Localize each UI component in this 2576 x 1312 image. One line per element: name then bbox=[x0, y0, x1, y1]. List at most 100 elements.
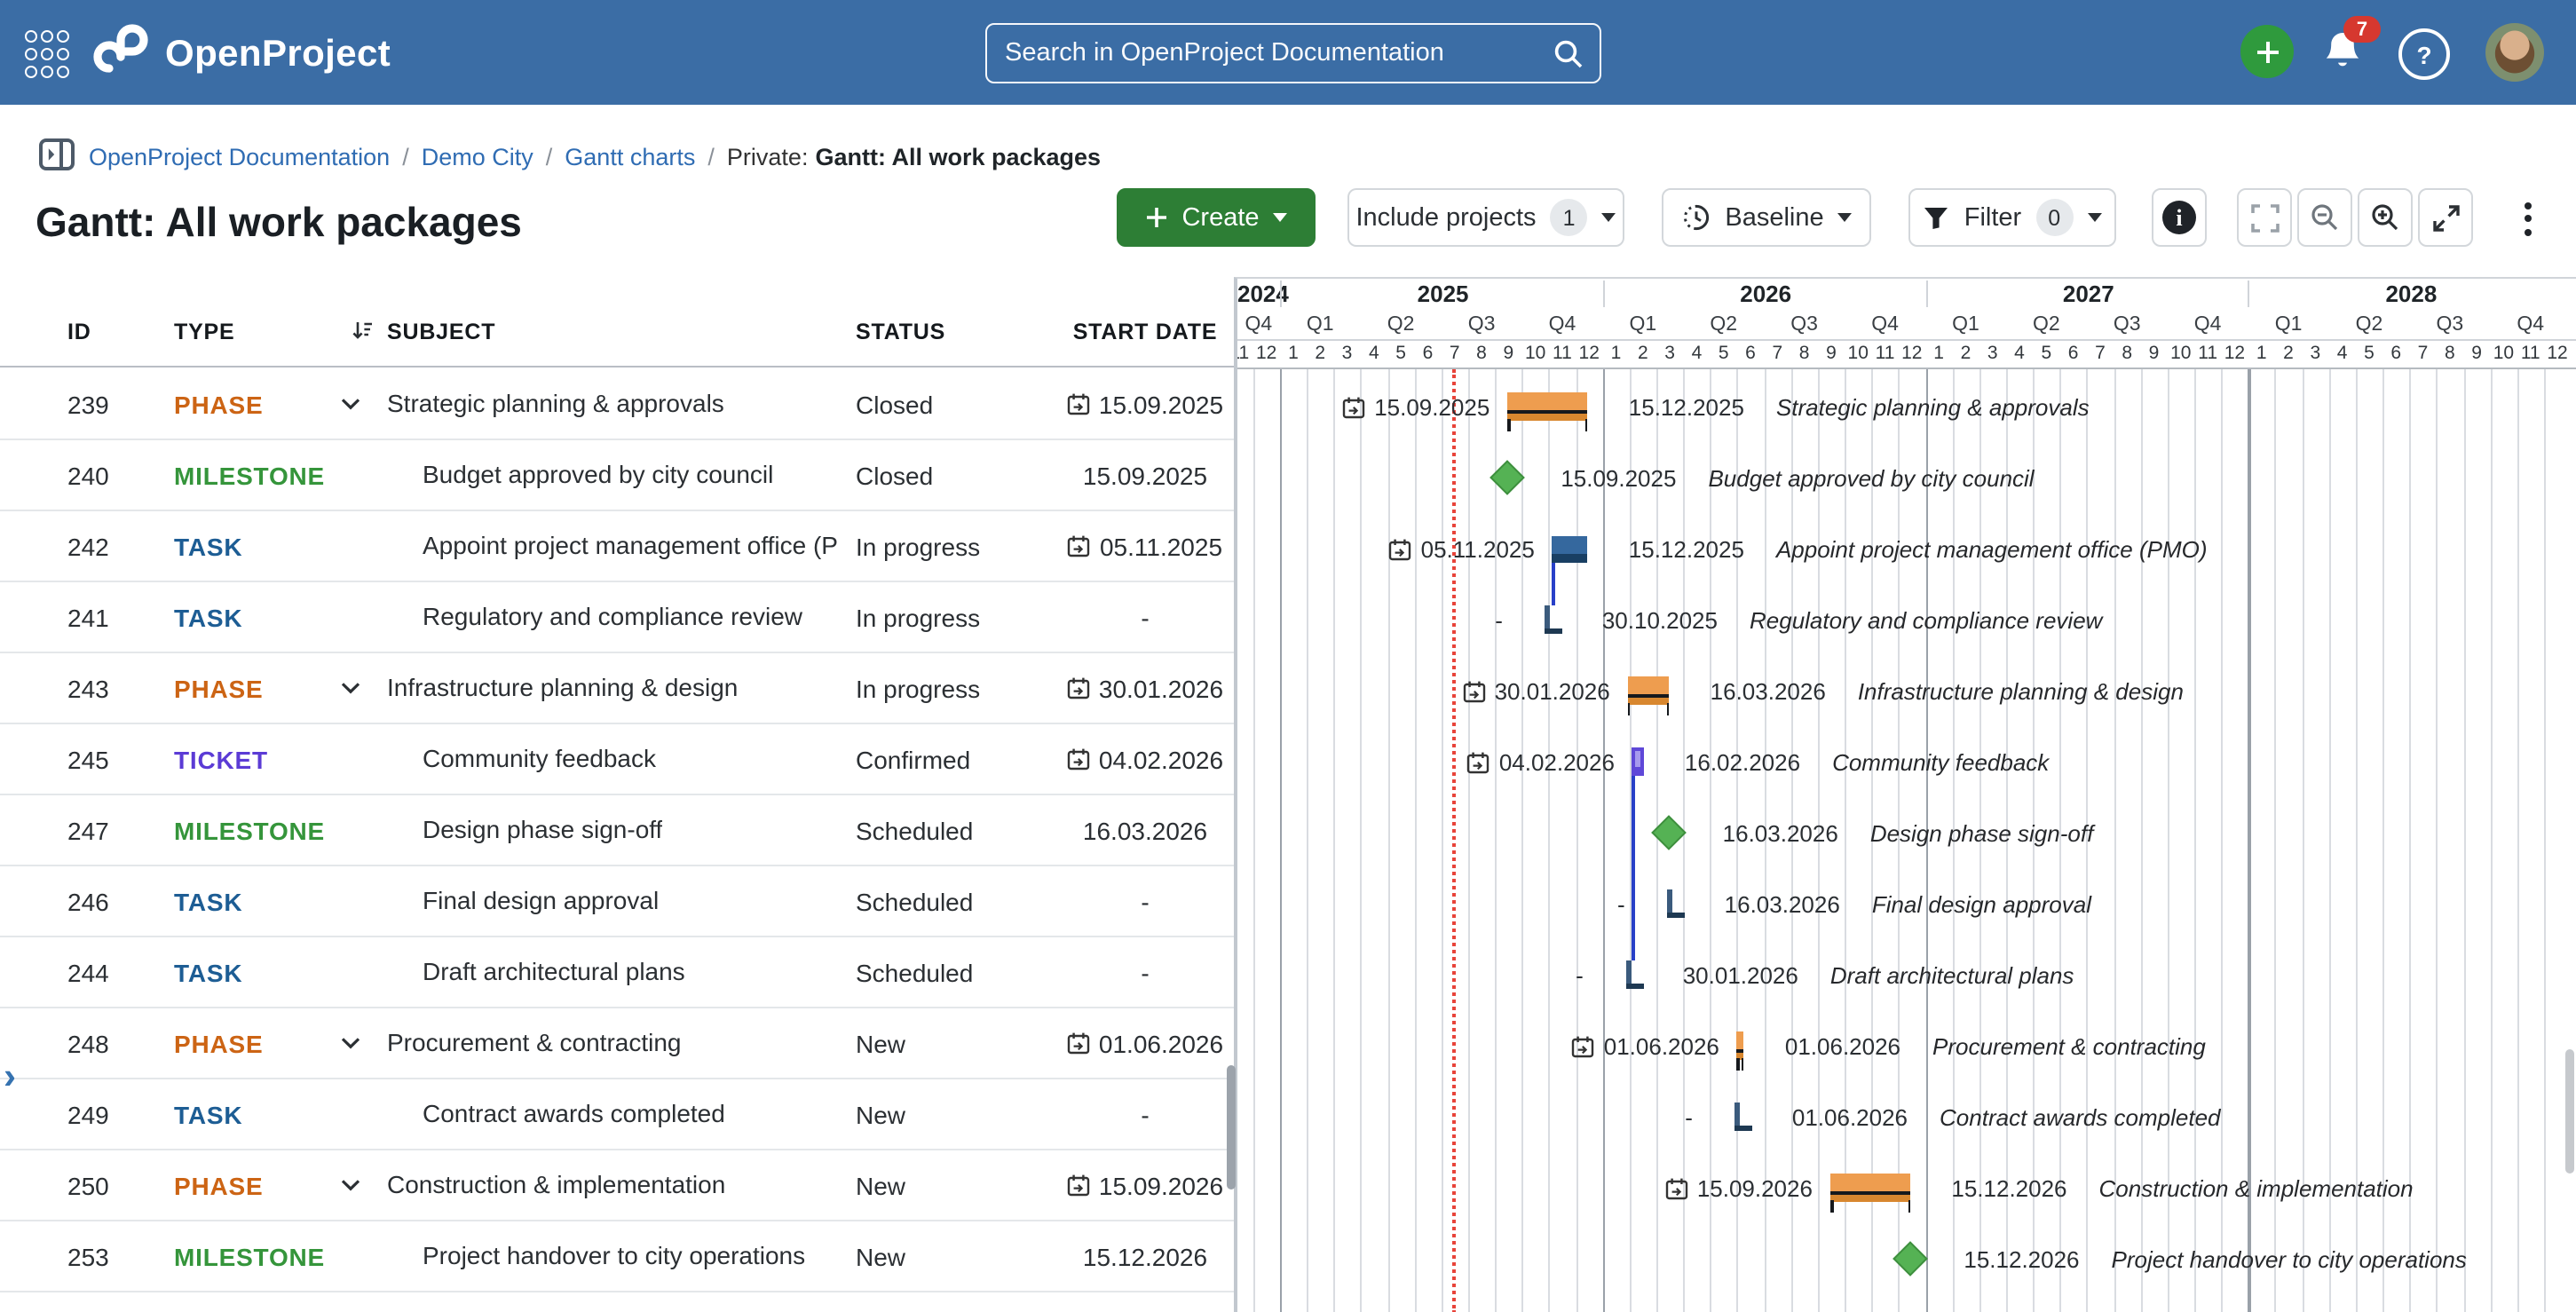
gantt-bar-task[interactable] bbox=[1552, 536, 1588, 563]
sidebar-toggle-icon[interactable] bbox=[39, 138, 75, 170]
breadcrumb-separator: / bbox=[402, 143, 409, 170]
table-row[interactable]: 247 MILESTONE Design phase sign-off Schedul… bbox=[0, 795, 1234, 866]
gantt-label-right: 01.06.2026 Procurement & contracting bbox=[1785, 1010, 2206, 1081]
table-row[interactable]: 249 TASK Contract awards completed New - bbox=[0, 1079, 1234, 1150]
create-button-label: Create bbox=[1181, 203, 1260, 232]
gridline-month bbox=[2355, 369, 2358, 1312]
gridline-month bbox=[2221, 369, 2224, 1312]
gantt-end-clamp[interactable] bbox=[1625, 960, 1644, 989]
work-package-id-link[interactable]: 244 bbox=[67, 958, 109, 986]
table-row[interactable]: 250 PHASE Construction & implementation New… bbox=[0, 1150, 1234, 1221]
calendar-icon bbox=[1067, 1031, 1090, 1055]
gantt-subject-text: Community feedback bbox=[1832, 748, 2050, 775]
column-header-start-date[interactable]: START DATE bbox=[1072, 320, 1218, 344]
openproject-logo[interactable]: OpenProject bbox=[92, 23, 391, 85]
gantt-bar-phase[interactable] bbox=[1507, 392, 1588, 431]
work-package-start-date: 15.09.2025 bbox=[1040, 369, 1234, 439]
work-package-id-link[interactable]: 247 bbox=[67, 816, 109, 844]
work-package-id-link[interactable]: 253 bbox=[67, 1242, 109, 1270]
start-date-text: - bbox=[1141, 958, 1150, 986]
calendar-icon bbox=[1067, 747, 1090, 771]
work-package-start-date: - bbox=[1040, 582, 1234, 652]
table-row[interactable]: 242 TASK Appoint project management office… bbox=[0, 511, 1234, 582]
gantt-bar-phase[interactable] bbox=[1829, 1174, 1911, 1213]
table-row[interactable]: 253 MILESTONE Project handover to city ope… bbox=[0, 1221, 1234, 1292]
breadcrumb-link-gantt-charts[interactable]: Gantt charts bbox=[565, 143, 696, 170]
table-row[interactable]: 243 PHASE Infrastructure planning & design… bbox=[0, 653, 1234, 724]
gantt-bar-ticket[interactable] bbox=[1632, 747, 1644, 776]
sort-ascending-icon[interactable] bbox=[352, 320, 375, 343]
work-package-id-link[interactable]: 242 bbox=[67, 532, 109, 560]
work-package-id-link[interactable]: 246 bbox=[67, 887, 109, 915]
more-options-kebab-icon[interactable] bbox=[2507, 195, 2549, 241]
table-row[interactable]: 239 PHASE Strategic planning & approvals Cl… bbox=[0, 369, 1234, 440]
plus-icon bbox=[1146, 208, 1166, 227]
breadcrumb-link-demo-city[interactable]: Demo City bbox=[421, 143, 533, 170]
table-row[interactable]: 241 TASK Regulatory and compliance review I… bbox=[0, 582, 1234, 653]
table-row[interactable]: 248 PHASE Procurement & contracting New 01.0… bbox=[0, 1008, 1234, 1079]
column-header-status[interactable]: STATUS bbox=[856, 320, 946, 344]
work-package-subject: Contract awards completed bbox=[423, 1099, 725, 1127]
column-header-id[interactable]: ID bbox=[67, 320, 91, 344]
zoom-out-button[interactable] bbox=[2297, 188, 2352, 247]
timeline-month: 12 bbox=[1255, 343, 1277, 364]
breadcrumb-link-documentation[interactable]: OpenProject Documentation bbox=[89, 143, 391, 170]
timeline-month: 2 bbox=[1637, 343, 1648, 364]
sidebar-expand-chevron-icon[interactable]: › bbox=[4, 1056, 16, 1097]
chevron-down-icon bbox=[1601, 213, 1616, 222]
table-row[interactable]: 240 MILESTONE Budget approved by city coun… bbox=[0, 440, 1234, 511]
gantt-chart-pane: 2024 2025 2026 2027 2028 Q4 Q1 Q2 Q3 Q4 Q1 Q2 Q3 Q4 Q… bbox=[1234, 277, 2576, 1312]
global-add-button[interactable] bbox=[2240, 25, 2294, 78]
work-package-id-link[interactable]: 250 bbox=[67, 1171, 109, 1199]
work-package-id-link[interactable]: 248 bbox=[67, 1029, 109, 1057]
zoom-selection-button[interactable] bbox=[2237, 188, 2292, 247]
filter-button[interactable]: Filter 0 bbox=[1908, 188, 2116, 247]
notifications-bell-icon[interactable]: 7 bbox=[2322, 16, 2381, 78]
user-avatar[interactable] bbox=[2485, 23, 2544, 82]
collapse-chevron-icon[interactable] bbox=[341, 369, 360, 439]
work-package-id-link[interactable]: 249 bbox=[67, 1100, 109, 1128]
gantt-end-date-text: 15.12.2026 bbox=[1951, 1174, 2067, 1201]
gantt-bar-phase[interactable] bbox=[1736, 1031, 1744, 1071]
pane-resize-handle[interactable] bbox=[1227, 1065, 1236, 1189]
work-package-id-link[interactable]: 240 bbox=[67, 461, 109, 489]
gantt-subject-text: Procurement & contracting bbox=[1932, 1032, 2206, 1059]
zoom-to-fit-button[interactable] bbox=[2418, 188, 2473, 247]
work-package-id-link[interactable]: 241 bbox=[67, 603, 109, 631]
table-row[interactable]: 246 TASK Final design approval Scheduled - bbox=[0, 866, 1234, 937]
work-package-id-link[interactable]: 243 bbox=[67, 674, 109, 702]
gantt-end-clamp[interactable] bbox=[1545, 605, 1563, 634]
search-icon[interactable] bbox=[1553, 38, 1584, 68]
gantt-milestone-diamond[interactable] bbox=[1489, 460, 1526, 495]
collapse-chevron-icon[interactable] bbox=[341, 653, 360, 723]
column-header-type[interactable]: TYPE bbox=[174, 320, 235, 344]
vertical-scrollbar[interactable] bbox=[2565, 1049, 2574, 1174]
baseline-button[interactable]: Baseline bbox=[1662, 188, 1871, 247]
include-projects-button[interactable]: Include projects 1 bbox=[1347, 188, 1624, 247]
gantt-end-clamp[interactable] bbox=[1667, 889, 1686, 918]
help-button[interactable]: ? bbox=[2398, 28, 2450, 80]
gantt-milestone-diamond[interactable] bbox=[1892, 1241, 1929, 1276]
zoom-in-button[interactable] bbox=[2358, 188, 2413, 247]
app-modules-grid-icon[interactable] bbox=[25, 30, 69, 78]
work-package-id-link[interactable]: 239 bbox=[67, 390, 109, 418]
info-button[interactable]: i bbox=[2152, 188, 2207, 247]
start-date-text: - bbox=[1617, 890, 1625, 917]
start-date-text: 15.09.2025 bbox=[1098, 390, 1224, 418]
gridline-month bbox=[1790, 369, 1793, 1312]
work-package-status: Confirmed bbox=[856, 745, 971, 773]
gridline-month bbox=[1548, 369, 1551, 1312]
collapse-chevron-icon[interactable] bbox=[341, 1008, 360, 1078]
work-package-status: Closed bbox=[856, 390, 934, 418]
search-input[interactable] bbox=[987, 39, 1553, 67]
collapse-chevron-icon[interactable] bbox=[341, 1150, 360, 1220]
create-button[interactable]: Create bbox=[1117, 188, 1316, 247]
column-header-subject[interactable]: SUBJECT bbox=[387, 320, 496, 344]
table-row[interactable]: 244 TASK Draft architectural plans Schedule… bbox=[0, 937, 1234, 1008]
table-row[interactable]: 245 TICKET Community feedback Confirmed 04.0… bbox=[0, 724, 1234, 795]
work-package-id-link[interactable]: 245 bbox=[67, 745, 109, 773]
calendar-icon bbox=[1067, 392, 1090, 415]
gantt-bar-phase[interactable] bbox=[1627, 676, 1670, 715]
gantt-end-clamp[interactable] bbox=[1734, 1103, 1753, 1131]
gantt-milestone-diamond[interactable] bbox=[1651, 815, 1687, 850]
